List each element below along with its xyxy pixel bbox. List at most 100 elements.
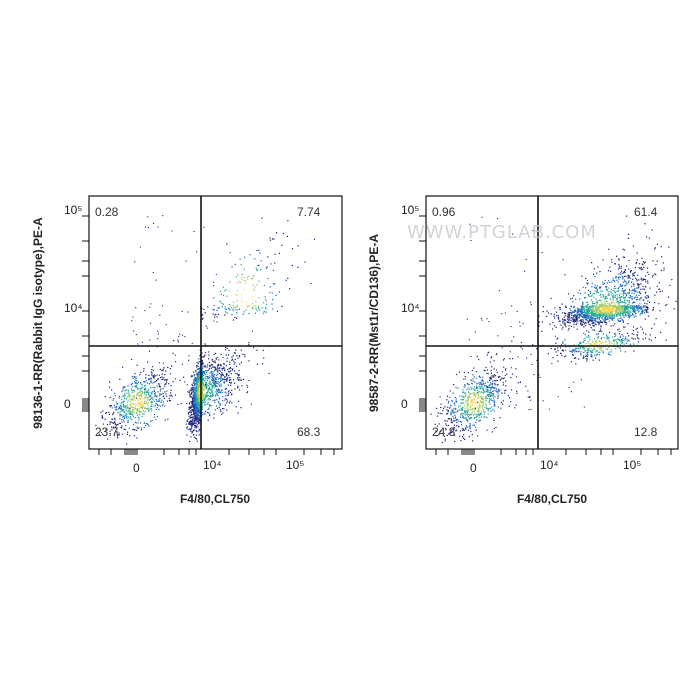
event-dot — [225, 374, 228, 376]
event-dot — [487, 394, 489, 396]
event-dot — [489, 361, 491, 363]
event-dot — [218, 372, 221, 374]
event-dot — [197, 398, 199, 400]
event-dot — [246, 276, 248, 278]
event-dot — [576, 316, 578, 318]
event-dot — [594, 329, 596, 331]
event-dot — [178, 335, 180, 337]
event-dot — [220, 375, 223, 377]
event-dot — [611, 309, 613, 311]
event-dot — [204, 401, 206, 403]
event-dot — [132, 411, 134, 413]
event-dot — [501, 392, 503, 394]
event-dot — [121, 410, 123, 412]
event-dot — [597, 308, 599, 310]
event-dot — [646, 303, 648, 305]
event-dot — [225, 365, 227, 367]
event-dot — [473, 417, 475, 419]
event-dot — [154, 387, 156, 389]
event-dot — [122, 404, 125, 406]
event-dot — [226, 375, 228, 377]
event-dot — [493, 368, 495, 370]
event-dot — [636, 309, 638, 311]
event-dot — [236, 305, 238, 307]
event-dot — [617, 346, 619, 348]
event-dot — [646, 306, 649, 308]
event-dot — [195, 424, 197, 426]
event-dot — [164, 385, 166, 387]
event-dot — [113, 398, 115, 400]
event-dot — [140, 407, 142, 409]
event-dot — [189, 417, 191, 419]
event-dot — [633, 289, 635, 291]
event-dot — [615, 341, 617, 343]
event-dot — [155, 402, 157, 404]
event-dot — [640, 269, 642, 271]
event-dot — [163, 377, 165, 379]
event-dot — [188, 407, 190, 409]
event-dot — [144, 392, 146, 394]
event-dot — [582, 302, 584, 304]
event-dot — [587, 312, 589, 314]
event-dot — [133, 376, 136, 378]
event-dot — [211, 375, 213, 377]
event-dot — [167, 366, 169, 368]
event-dot — [613, 294, 615, 296]
event-dot — [201, 387, 203, 389]
event-dot — [124, 428, 126, 431]
event-dot — [214, 394, 217, 396]
event-dot — [193, 412, 195, 414]
event-dot — [165, 393, 167, 395]
event-dot — [618, 258, 620, 260]
event-dot — [142, 405, 144, 407]
event-dot — [197, 362, 199, 365]
event-dot — [478, 385, 480, 387]
event-dot — [201, 360, 203, 362]
event-dot — [476, 385, 478, 387]
event-dot — [612, 309, 614, 311]
event-dot — [184, 381, 186, 383]
event-dot — [590, 353, 592, 355]
event-dot — [449, 418, 451, 420]
event-dot — [203, 226, 205, 228]
event-dot — [599, 286, 601, 288]
event-dot — [156, 403, 158, 405]
event-dot — [613, 310, 615, 312]
event-dot — [655, 318, 657, 320]
event-dot — [265, 306, 267, 308]
event-dot — [275, 294, 277, 296]
event-dot — [442, 409, 444, 412]
event-dot — [115, 424, 117, 426]
event-dot — [622, 335, 624, 337]
event-dot — [142, 392, 144, 394]
event-dot — [611, 315, 613, 317]
event-dot — [169, 373, 172, 375]
event-dot — [214, 360, 216, 362]
event-dot — [621, 288, 624, 290]
event-dot — [144, 402, 147, 404]
event-dot — [243, 277, 246, 279]
event-dot — [140, 403, 142, 405]
event-dot — [119, 408, 122, 410]
event-dot — [156, 400, 158, 402]
event-dot — [297, 266, 299, 268]
event-dot — [561, 355, 563, 357]
event-dot — [137, 416, 139, 418]
event-dot — [246, 392, 248, 394]
event-dot — [565, 355, 567, 357]
event-dot — [477, 387, 479, 389]
event-dot — [237, 357, 239, 359]
event-dot — [193, 398, 195, 400]
event-dot — [577, 317, 579, 319]
event-dot — [248, 344, 250, 346]
event-dot — [490, 406, 492, 408]
event-dot — [146, 397, 148, 399]
event-dot — [143, 426, 145, 428]
event-dot — [601, 308, 603, 310]
event-dot — [159, 383, 161, 385]
event-dot — [646, 295, 648, 297]
event-dot — [508, 405, 510, 407]
event-dot — [512, 358, 514, 360]
event-dot — [660, 331, 662, 333]
event-dot — [465, 427, 467, 429]
